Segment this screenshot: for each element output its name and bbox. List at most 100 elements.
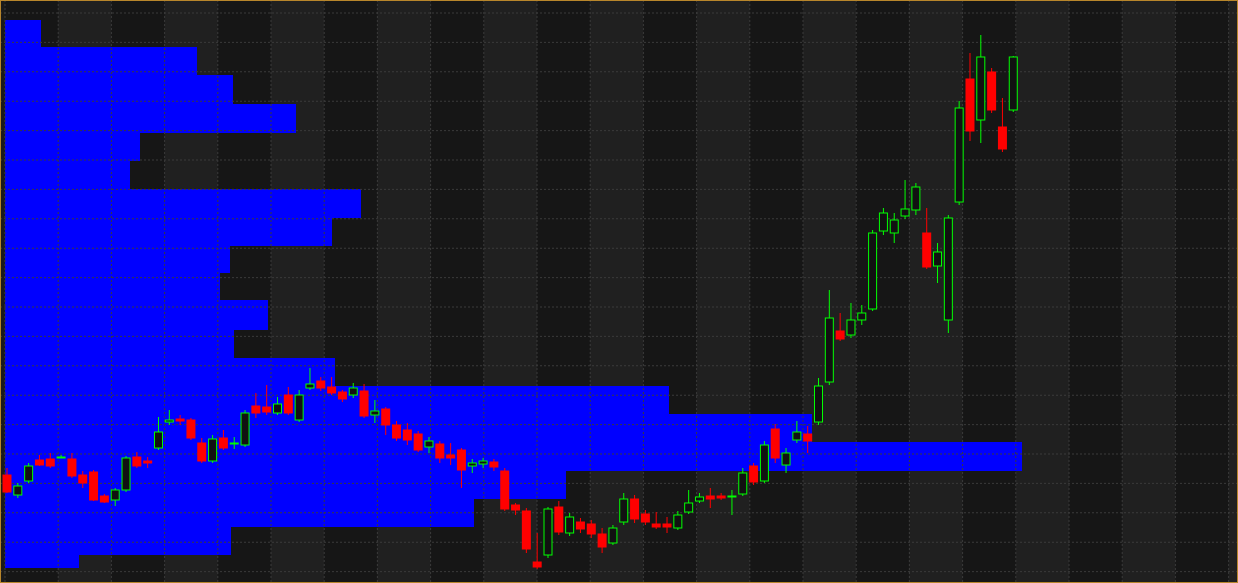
profile-bar (5, 104, 296, 133)
profile-bar (5, 442, 1022, 471)
candle-body (521, 510, 531, 550)
profile-bar (5, 471, 566, 499)
profile-bar (5, 358, 335, 386)
candle-body (262, 406, 272, 413)
profile-bar (5, 273, 220, 300)
candle-body (348, 387, 358, 396)
candle-body (835, 330, 845, 340)
candle-body (640, 513, 650, 523)
candle-body (878, 212, 888, 232)
band (749, 0, 803, 583)
candle-body (2, 474, 12, 493)
candle-body (749, 465, 759, 483)
candle-body (67, 458, 77, 477)
profile-bar (5, 499, 474, 527)
candle-body (164, 419, 174, 423)
candle-body (89, 471, 99, 501)
candle-body (24, 465, 34, 482)
candle-body (337, 391, 347, 400)
candle-body (987, 71, 997, 111)
candle-body (45, 458, 55, 467)
candle-body (597, 533, 607, 548)
candle-body (446, 454, 456, 459)
band (1015, 0, 1069, 583)
band (1069, 0, 1123, 583)
candle-body (694, 496, 704, 502)
profile-bar (5, 20, 41, 47)
candle-body (305, 383, 315, 389)
candle-body (554, 506, 564, 533)
candle-body (824, 317, 834, 383)
profile-bar (5, 218, 332, 246)
candle-body (662, 523, 672, 528)
band (590, 0, 644, 583)
candle-body (424, 440, 434, 448)
candle-body (175, 418, 185, 422)
candle-body (240, 412, 250, 446)
band (909, 0, 963, 583)
profile-bar (5, 189, 361, 218)
candle-body (78, 474, 88, 484)
candle-body (954, 107, 964, 203)
band (1122, 0, 1176, 583)
candle-body (543, 508, 553, 556)
candle-body (500, 470, 510, 510)
candle-body (759, 444, 769, 482)
candle-body (143, 460, 153, 464)
candle-body (359, 390, 369, 417)
candle-body (933, 251, 943, 267)
candle-body (532, 561, 542, 568)
candle-body (13, 485, 23, 496)
profile-bar (5, 75, 233, 104)
candle-body (619, 498, 629, 523)
candle-body (110, 489, 120, 501)
profile-bar (5, 300, 268, 330)
candle-body (965, 78, 975, 132)
candle-body (705, 495, 715, 500)
candle-body (208, 438, 218, 462)
candle-body (316, 380, 326, 389)
candle-body (34, 459, 44, 466)
candle-body (651, 523, 661, 528)
candle-body (684, 502, 694, 513)
candle-body (251, 405, 261, 414)
candle-body (846, 319, 856, 336)
band (643, 0, 697, 583)
candle-body (153, 431, 163, 449)
candle-body (889, 219, 899, 234)
candle-body (402, 429, 412, 441)
profile-bar (5, 47, 197, 75)
candle-body (294, 394, 304, 421)
candle-body (922, 232, 932, 268)
candle-body (814, 385, 823, 423)
candle-body (1008, 56, 1018, 111)
candle-body (911, 186, 921, 211)
candle-body (456, 449, 466, 471)
candle-body (565, 516, 575, 534)
candle-body (673, 514, 683, 529)
profile-bar (5, 527, 231, 555)
candle-body (273, 403, 282, 414)
candle-body (770, 428, 780, 459)
candle-body (868, 232, 878, 310)
band (1175, 0, 1229, 583)
candle-body (803, 433, 813, 442)
candle-body (56, 456, 66, 459)
candle-body (121, 457, 131, 491)
candle-body (792, 431, 802, 441)
profile-bar (5, 133, 140, 161)
candle-body (575, 521, 585, 530)
candle-body (186, 419, 196, 439)
candle-body (478, 460, 488, 465)
profile-bar (5, 555, 79, 568)
candle-body (943, 217, 953, 321)
candle-body (467, 462, 477, 467)
candle-body (327, 386, 337, 394)
candle-body (197, 442, 207, 462)
candle-body (716, 495, 726, 499)
candle-body (738, 472, 748, 495)
profile-bar (5, 161, 130, 189)
candle-body (781, 452, 791, 466)
